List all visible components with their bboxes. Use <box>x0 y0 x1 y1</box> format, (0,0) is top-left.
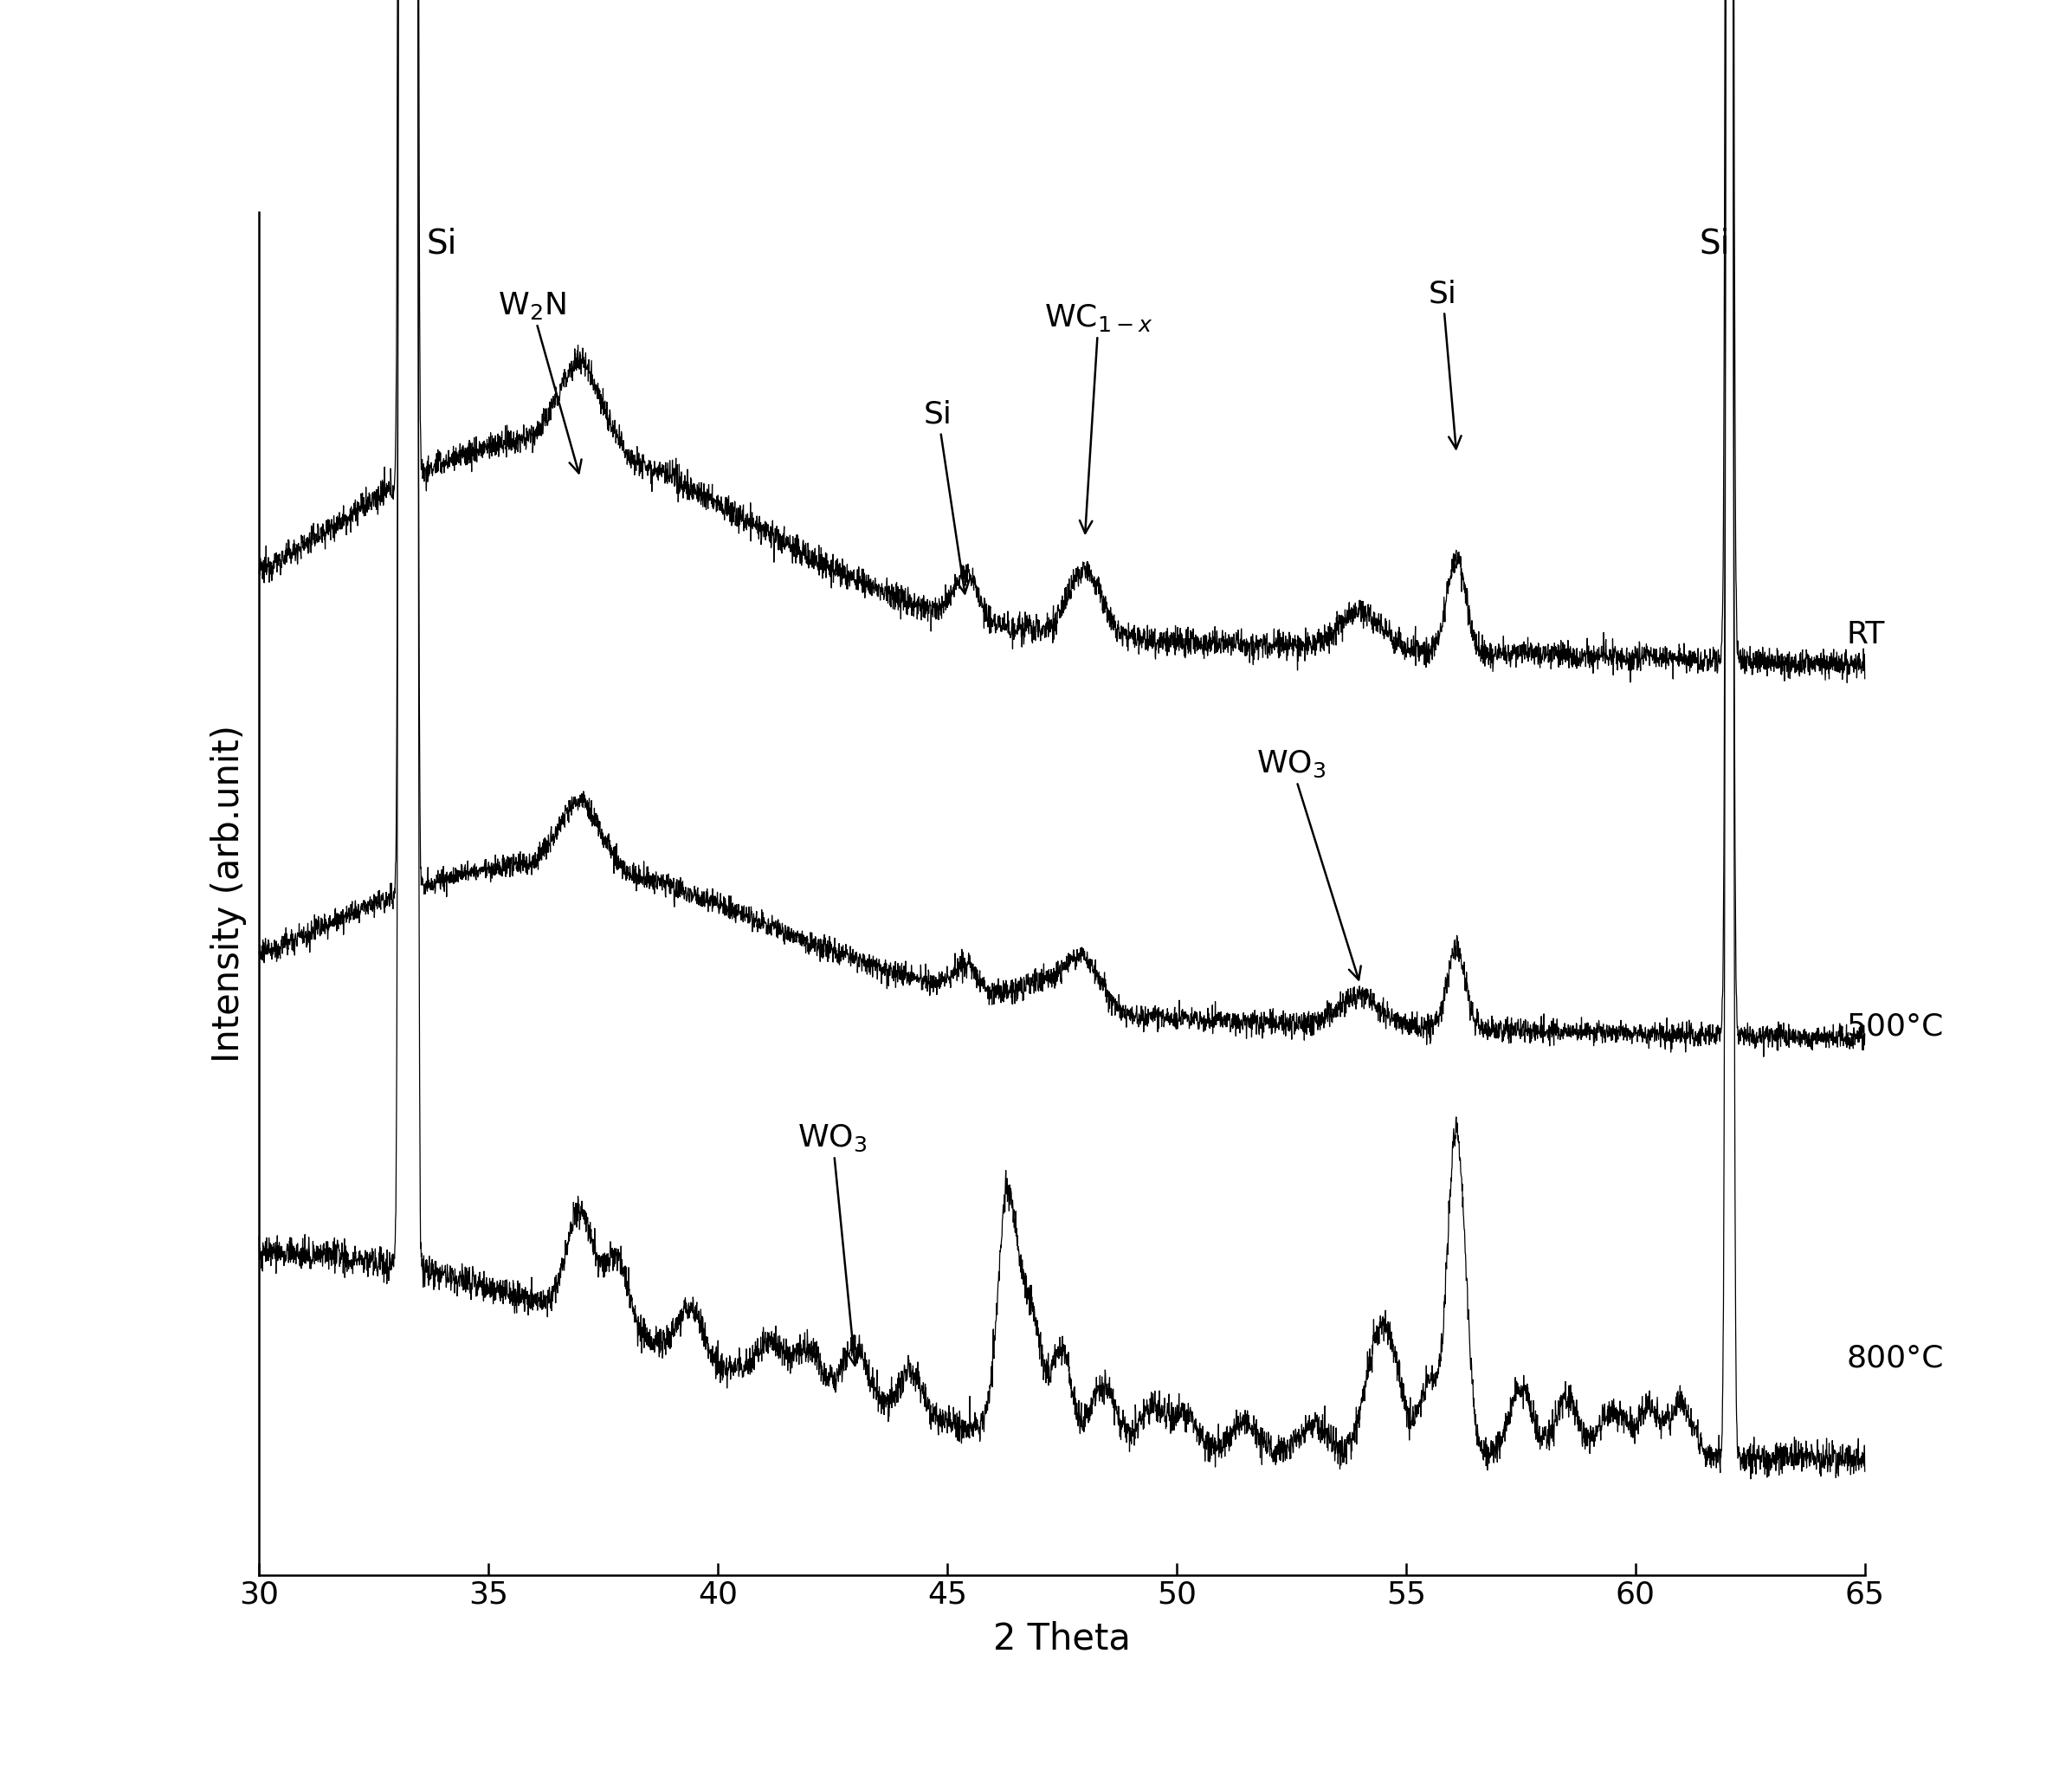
Text: Si: Si <box>1428 280 1461 450</box>
Text: WO$_3$: WO$_3$ <box>798 1122 868 1365</box>
Text: 800°C: 800°C <box>1846 1343 1944 1374</box>
Text: WO$_3$: WO$_3$ <box>1256 749 1361 981</box>
Text: W$_2$N: W$_2$N <box>497 290 582 473</box>
Text: 500°C: 500°C <box>1846 1012 1944 1041</box>
Text: Si: Si <box>924 400 970 593</box>
Text: Si: Si <box>1699 228 1730 260</box>
Y-axis label: Intensity (arb.unit): Intensity (arb.unit) <box>211 726 247 1062</box>
Text: WC$_{1-x}$: WC$_{1-x}$ <box>1044 303 1152 533</box>
X-axis label: 2 Theta: 2 Theta <box>992 1621 1131 1657</box>
Text: Si: Si <box>427 228 458 260</box>
Text: RT: RT <box>1846 620 1886 650</box>
